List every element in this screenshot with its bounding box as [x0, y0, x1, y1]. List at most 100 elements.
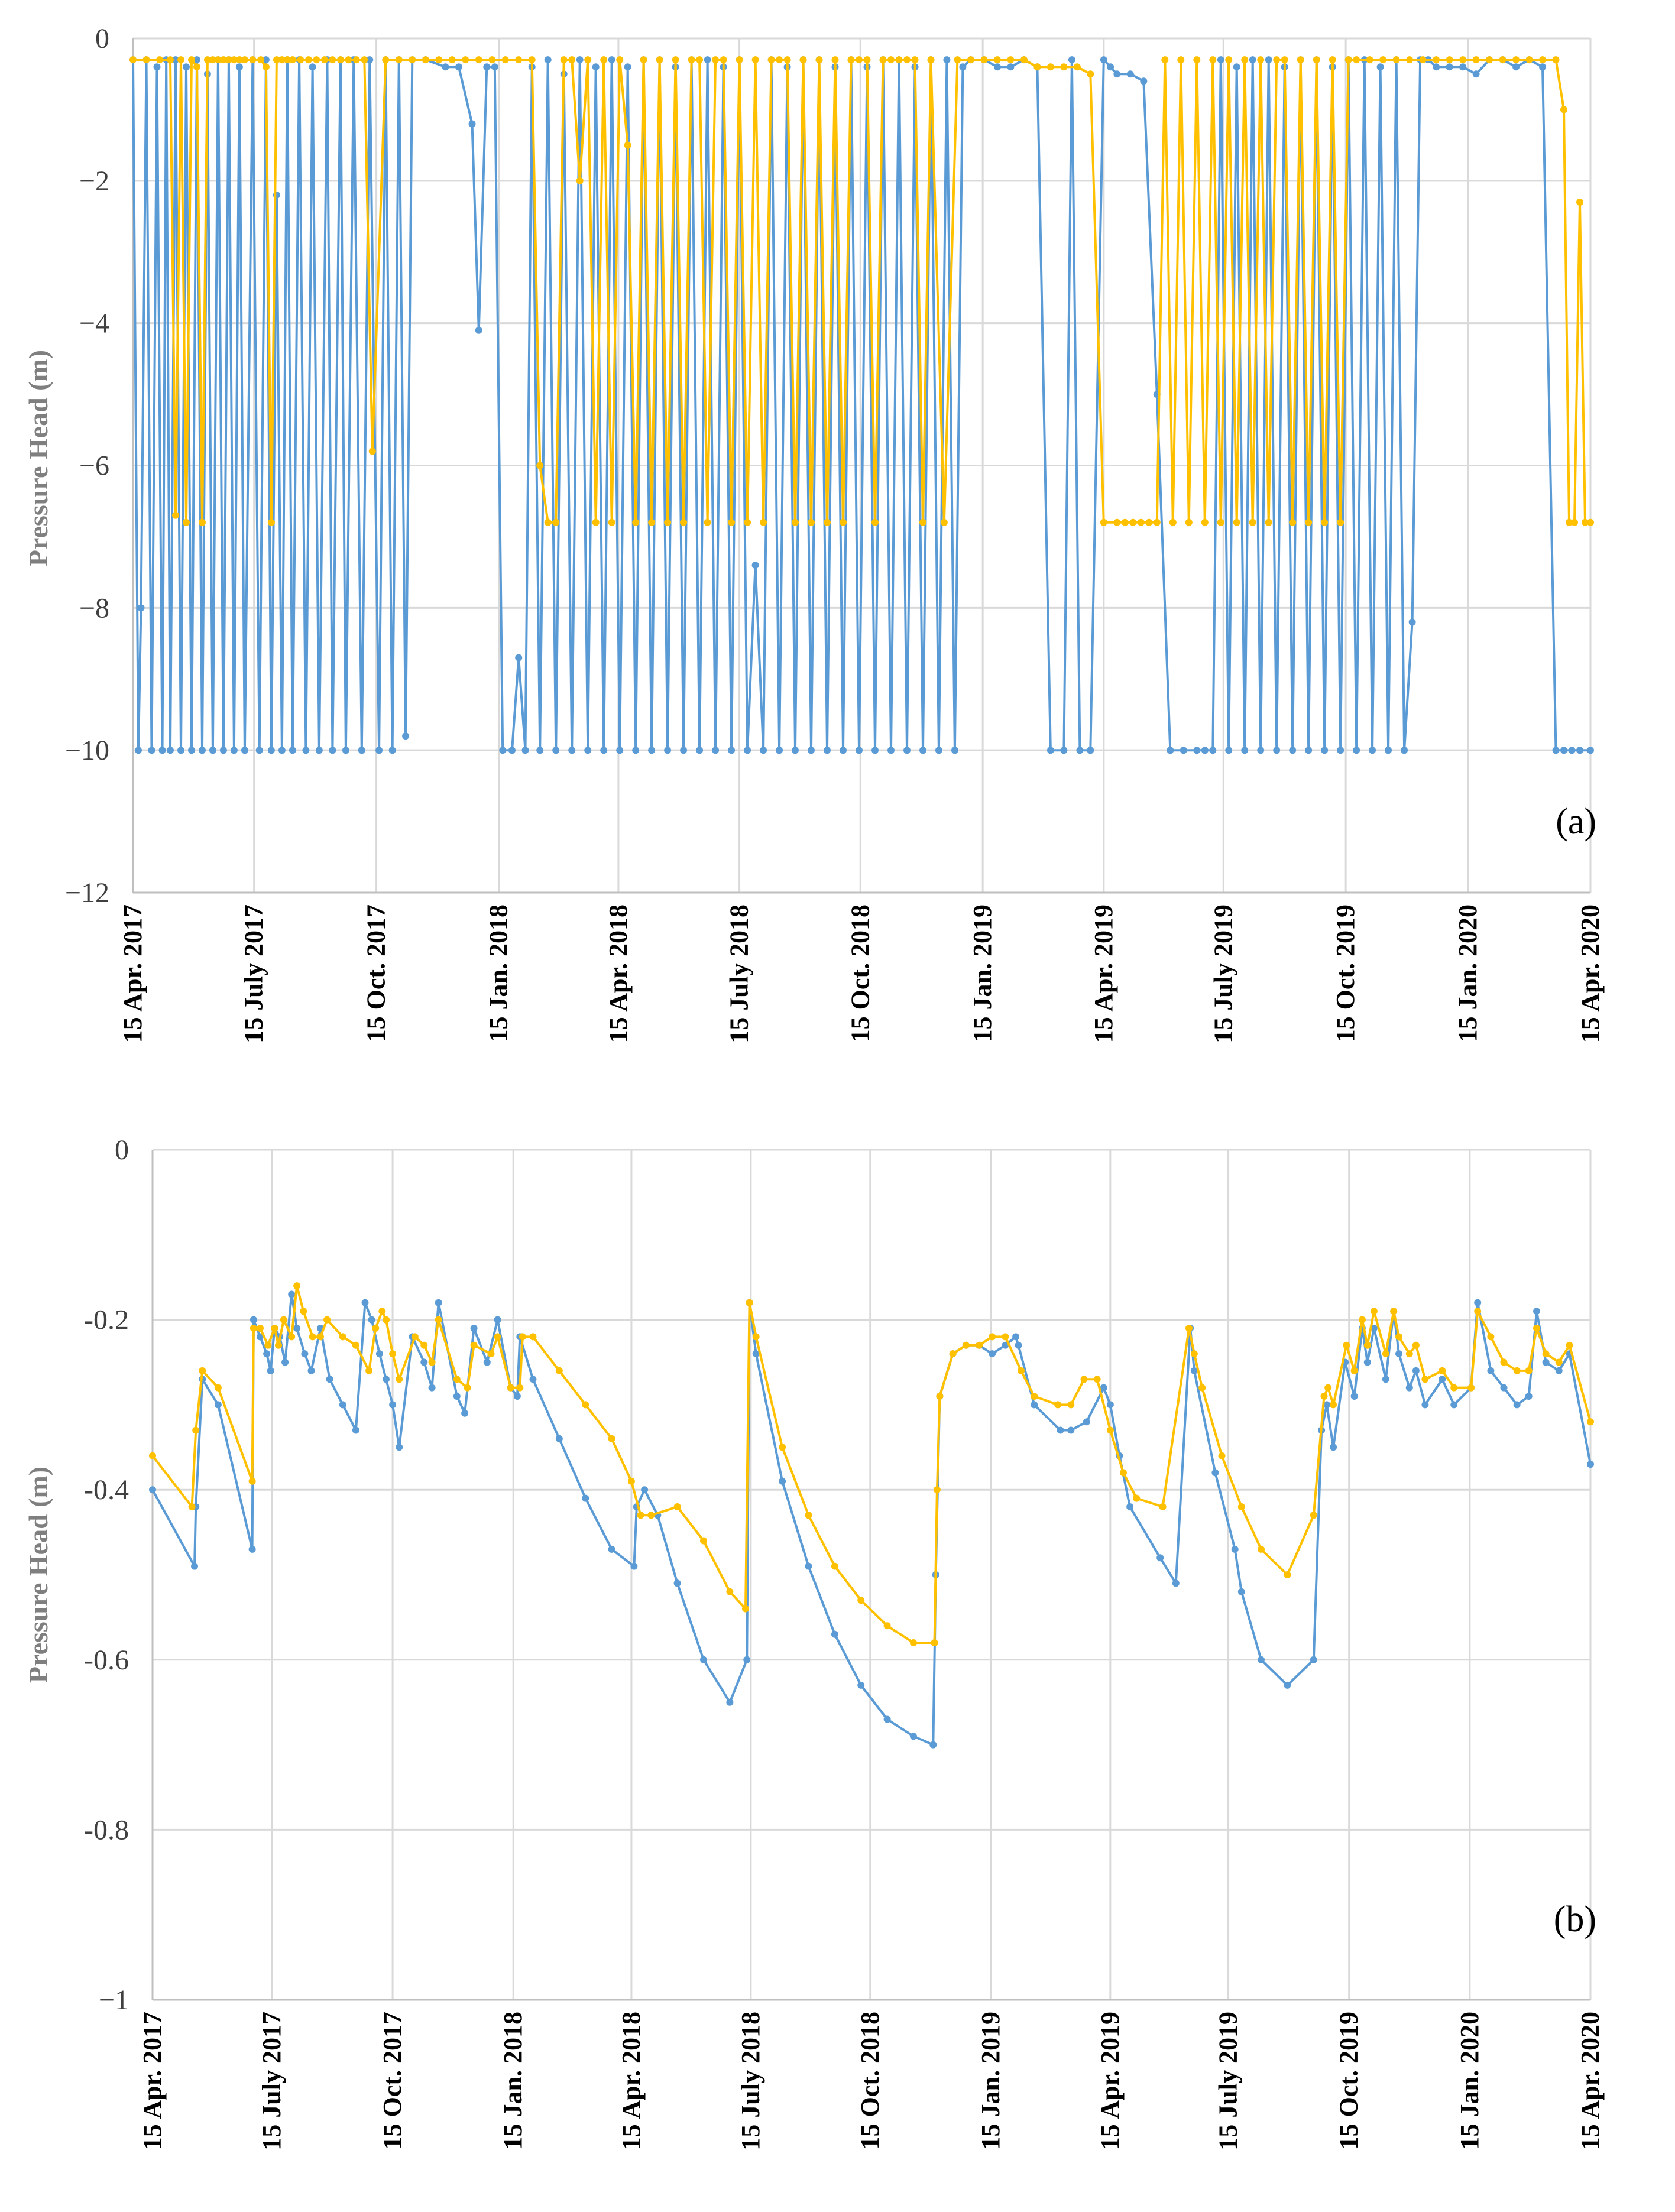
data-point — [616, 747, 624, 754]
data-point — [214, 1384, 222, 1392]
data-point — [1284, 1681, 1291, 1689]
data-point — [1376, 63, 1384, 71]
data-point — [857, 1681, 865, 1689]
data-point — [767, 56, 775, 64]
data-point — [219, 56, 227, 64]
data-point — [507, 1384, 514, 1392]
data-point — [783, 56, 791, 64]
data-point — [1249, 518, 1256, 526]
y-tick-label: -0.6 — [84, 1645, 129, 1676]
data-point — [1060, 63, 1068, 71]
data-point — [188, 56, 195, 64]
data-point — [1421, 1401, 1429, 1409]
data-point — [728, 747, 736, 754]
data-point — [824, 518, 831, 526]
data-point — [149, 1486, 156, 1494]
x-tick-label: 15 July 2019 — [1214, 2012, 1243, 2151]
data-point — [1193, 56, 1201, 64]
data-point — [382, 56, 390, 64]
data-point — [1566, 1341, 1573, 1349]
data-point — [630, 1562, 638, 1570]
data-point — [976, 1341, 983, 1349]
data-point — [1159, 1503, 1167, 1510]
x-tick-label: 15 Jan. 2019 — [968, 904, 997, 1042]
data-point — [751, 562, 759, 569]
data-point — [1201, 747, 1209, 754]
data-point — [1107, 63, 1114, 71]
data-point — [313, 56, 320, 64]
data-point — [776, 747, 783, 754]
x-tick-label: 15 Jan. 2020 — [1455, 2012, 1484, 2149]
data-point — [352, 1341, 359, 1349]
data-point — [1379, 56, 1387, 64]
panel-a-label: (a) — [1556, 802, 1596, 842]
data-point — [453, 1376, 461, 1383]
data-point — [339, 1401, 346, 1409]
data-point — [1459, 56, 1467, 64]
data-point — [632, 518, 640, 526]
data-point — [700, 1537, 707, 1545]
x-tick-label: 15 July 2017 — [239, 904, 268, 1043]
data-point — [1439, 1376, 1446, 1383]
data-point — [1031, 1401, 1038, 1409]
data-point — [779, 1477, 786, 1485]
data-point — [1217, 518, 1224, 526]
data-point — [1126, 70, 1134, 78]
data-point — [911, 56, 919, 64]
data-point — [1007, 63, 1015, 71]
data-point — [248, 1477, 256, 1485]
data-point — [499, 747, 507, 754]
data-point — [529, 1333, 537, 1341]
y-tick-label: -0.2 — [84, 1305, 129, 1336]
data-point — [250, 1316, 257, 1324]
data-point — [1169, 518, 1177, 526]
data-point — [1474, 1299, 1482, 1306]
x-tick-label: 15 Apr. 2019 — [1096, 2012, 1125, 2150]
data-point — [1450, 1401, 1458, 1409]
data-point — [1305, 518, 1313, 526]
data-point — [760, 518, 767, 526]
data-point — [235, 56, 243, 64]
data-point — [137, 604, 145, 612]
data-point — [156, 56, 163, 64]
data-point — [1185, 518, 1193, 526]
data-point — [297, 56, 304, 64]
data-point — [1087, 70, 1094, 78]
data-point — [1076, 747, 1084, 754]
data-point — [250, 1325, 257, 1332]
data-point — [1587, 1418, 1594, 1426]
data-point — [959, 63, 967, 71]
data-point — [389, 1401, 397, 1409]
data-point — [428, 1384, 436, 1392]
data-point — [1100, 1384, 1107, 1392]
data-point — [1241, 747, 1249, 754]
data-point — [448, 56, 456, 64]
data-point — [475, 56, 482, 64]
data-point — [307, 1367, 315, 1374]
data-point — [700, 1656, 707, 1663]
data-point — [608, 518, 615, 526]
data-point — [1100, 518, 1107, 526]
data-point — [1190, 1350, 1198, 1358]
data-point — [1324, 1384, 1332, 1392]
data-point — [1582, 518, 1589, 526]
data-point — [1353, 747, 1360, 754]
data-point — [1439, 1367, 1446, 1374]
data-point — [863, 56, 871, 64]
data-point — [1289, 747, 1297, 754]
data-point — [1419, 56, 1427, 64]
data-point — [648, 518, 656, 526]
data-point — [1552, 56, 1560, 64]
data-point — [1225, 56, 1233, 64]
data-point — [552, 747, 560, 754]
series-yellow — [129, 56, 1594, 526]
data-point — [1284, 1571, 1291, 1578]
data-point — [831, 1562, 838, 1570]
data-point — [1406, 56, 1414, 64]
data-point — [1542, 1350, 1550, 1358]
x-tick-label: 15 July 2018 — [725, 904, 754, 1043]
x-tick-label: 15 July 2017 — [257, 2012, 286, 2151]
data-point — [172, 511, 179, 519]
data-point — [257, 56, 264, 64]
data-point — [1258, 1656, 1265, 1663]
